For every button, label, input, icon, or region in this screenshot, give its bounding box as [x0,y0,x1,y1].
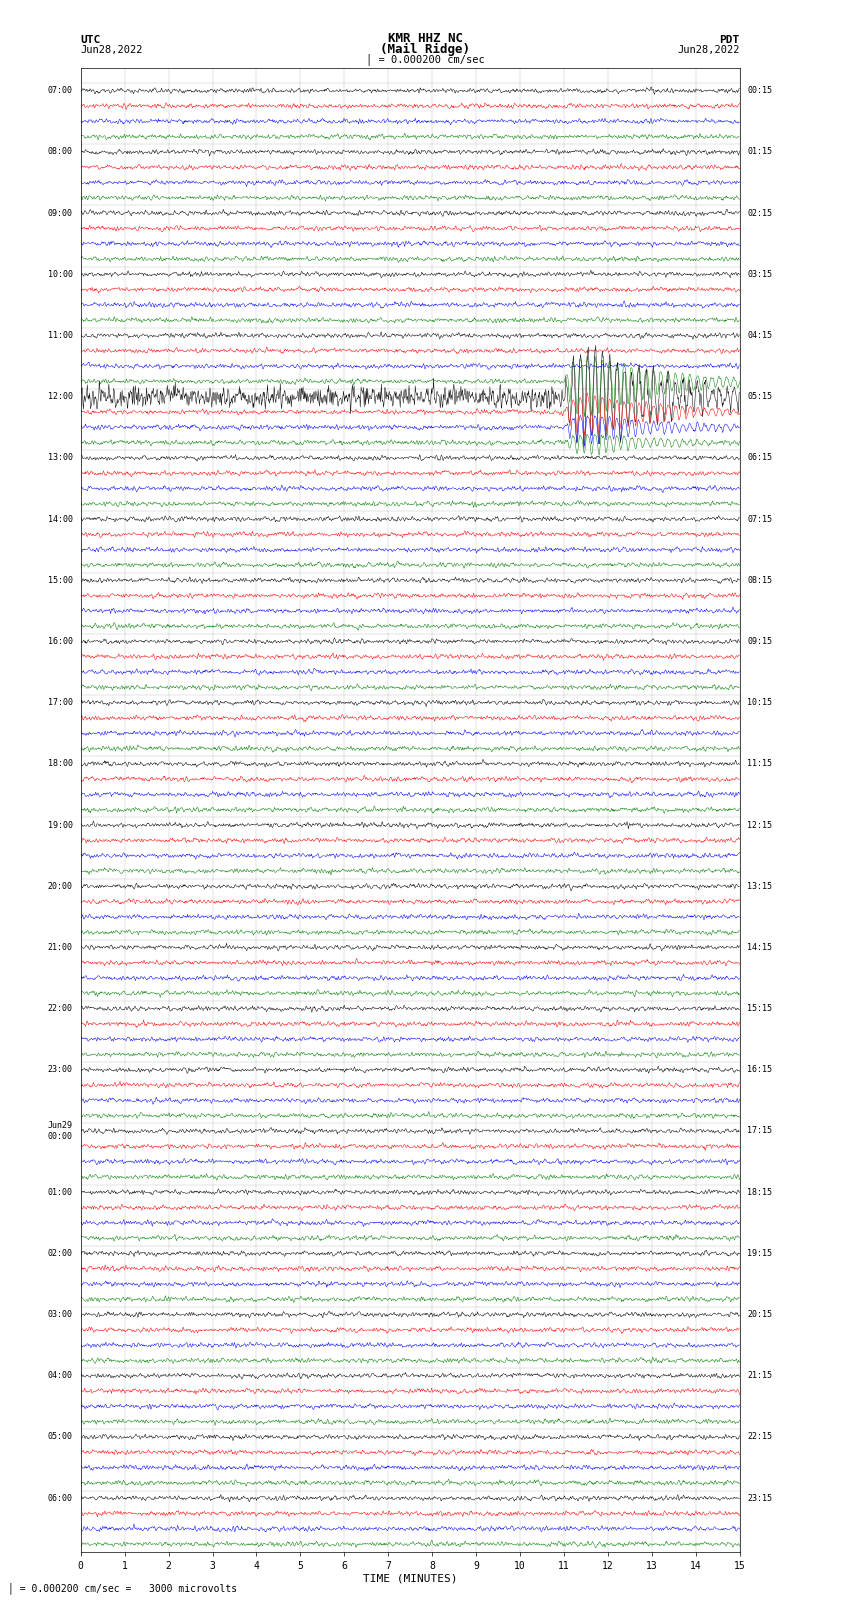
Text: 03:00: 03:00 [48,1310,73,1319]
Text: UTC: UTC [81,35,101,45]
Text: 15:00: 15:00 [48,576,73,586]
Text: 20:00: 20:00 [48,882,73,890]
Text: Jun28,2022: Jun28,2022 [677,45,740,55]
Text: 05:15: 05:15 [747,392,773,402]
Text: 03:15: 03:15 [747,269,773,279]
Text: 04:00: 04:00 [48,1371,73,1381]
Text: 11:00: 11:00 [48,331,73,340]
Text: │ = 0.000200 cm/sec =   3000 microvolts: │ = 0.000200 cm/sec = 3000 microvolts [8,1582,238,1594]
Text: PDT: PDT [719,35,740,45]
Text: 20:15: 20:15 [747,1310,773,1319]
Text: 21:15: 21:15 [747,1371,773,1381]
Text: KMR HHZ NC: KMR HHZ NC [388,32,462,45]
X-axis label: TIME (MINUTES): TIME (MINUTES) [363,1574,457,1584]
Text: 01:00: 01:00 [48,1187,73,1197]
Text: 11:15: 11:15 [747,760,773,768]
Text: 04:15: 04:15 [747,331,773,340]
Text: 05:00: 05:00 [48,1432,73,1442]
Text: Jun29
00:00: Jun29 00:00 [48,1121,73,1140]
Text: 07:15: 07:15 [747,515,773,524]
Text: 12:15: 12:15 [747,821,773,829]
Text: (Mail Ridge): (Mail Ridge) [380,42,470,56]
Text: 08:15: 08:15 [747,576,773,586]
Text: 09:00: 09:00 [48,208,73,218]
Text: 17:00: 17:00 [48,698,73,706]
Text: 16:00: 16:00 [48,637,73,645]
Text: 06:15: 06:15 [747,453,773,463]
Text: 17:15: 17:15 [747,1126,773,1136]
Text: 18:15: 18:15 [747,1187,773,1197]
Text: 19:00: 19:00 [48,821,73,829]
Text: 01:15: 01:15 [747,147,773,156]
Text: 10:00: 10:00 [48,269,73,279]
Text: 21:00: 21:00 [48,944,73,952]
Text: 22:15: 22:15 [747,1432,773,1442]
Text: 23:00: 23:00 [48,1065,73,1074]
Text: 22:00: 22:00 [48,1005,73,1013]
Text: 13:15: 13:15 [747,882,773,890]
Text: 00:15: 00:15 [747,85,773,95]
Text: 12:00: 12:00 [48,392,73,402]
Text: 07:00: 07:00 [48,85,73,95]
Text: Jun28,2022: Jun28,2022 [81,45,144,55]
Text: 14:00: 14:00 [48,515,73,524]
Text: 02:00: 02:00 [48,1248,73,1258]
Text: 16:15: 16:15 [747,1065,773,1074]
Text: 13:00: 13:00 [48,453,73,463]
Text: │ = 0.000200 cm/sec: │ = 0.000200 cm/sec [366,53,484,65]
Text: 23:15: 23:15 [747,1494,773,1503]
Text: 08:00: 08:00 [48,147,73,156]
Text: 06:00: 06:00 [48,1494,73,1503]
Text: 19:15: 19:15 [747,1248,773,1258]
Text: 10:15: 10:15 [747,698,773,706]
Text: 09:15: 09:15 [747,637,773,645]
Text: 15:15: 15:15 [747,1005,773,1013]
Text: 14:15: 14:15 [747,944,773,952]
Text: 18:00: 18:00 [48,760,73,768]
Text: 02:15: 02:15 [747,208,773,218]
